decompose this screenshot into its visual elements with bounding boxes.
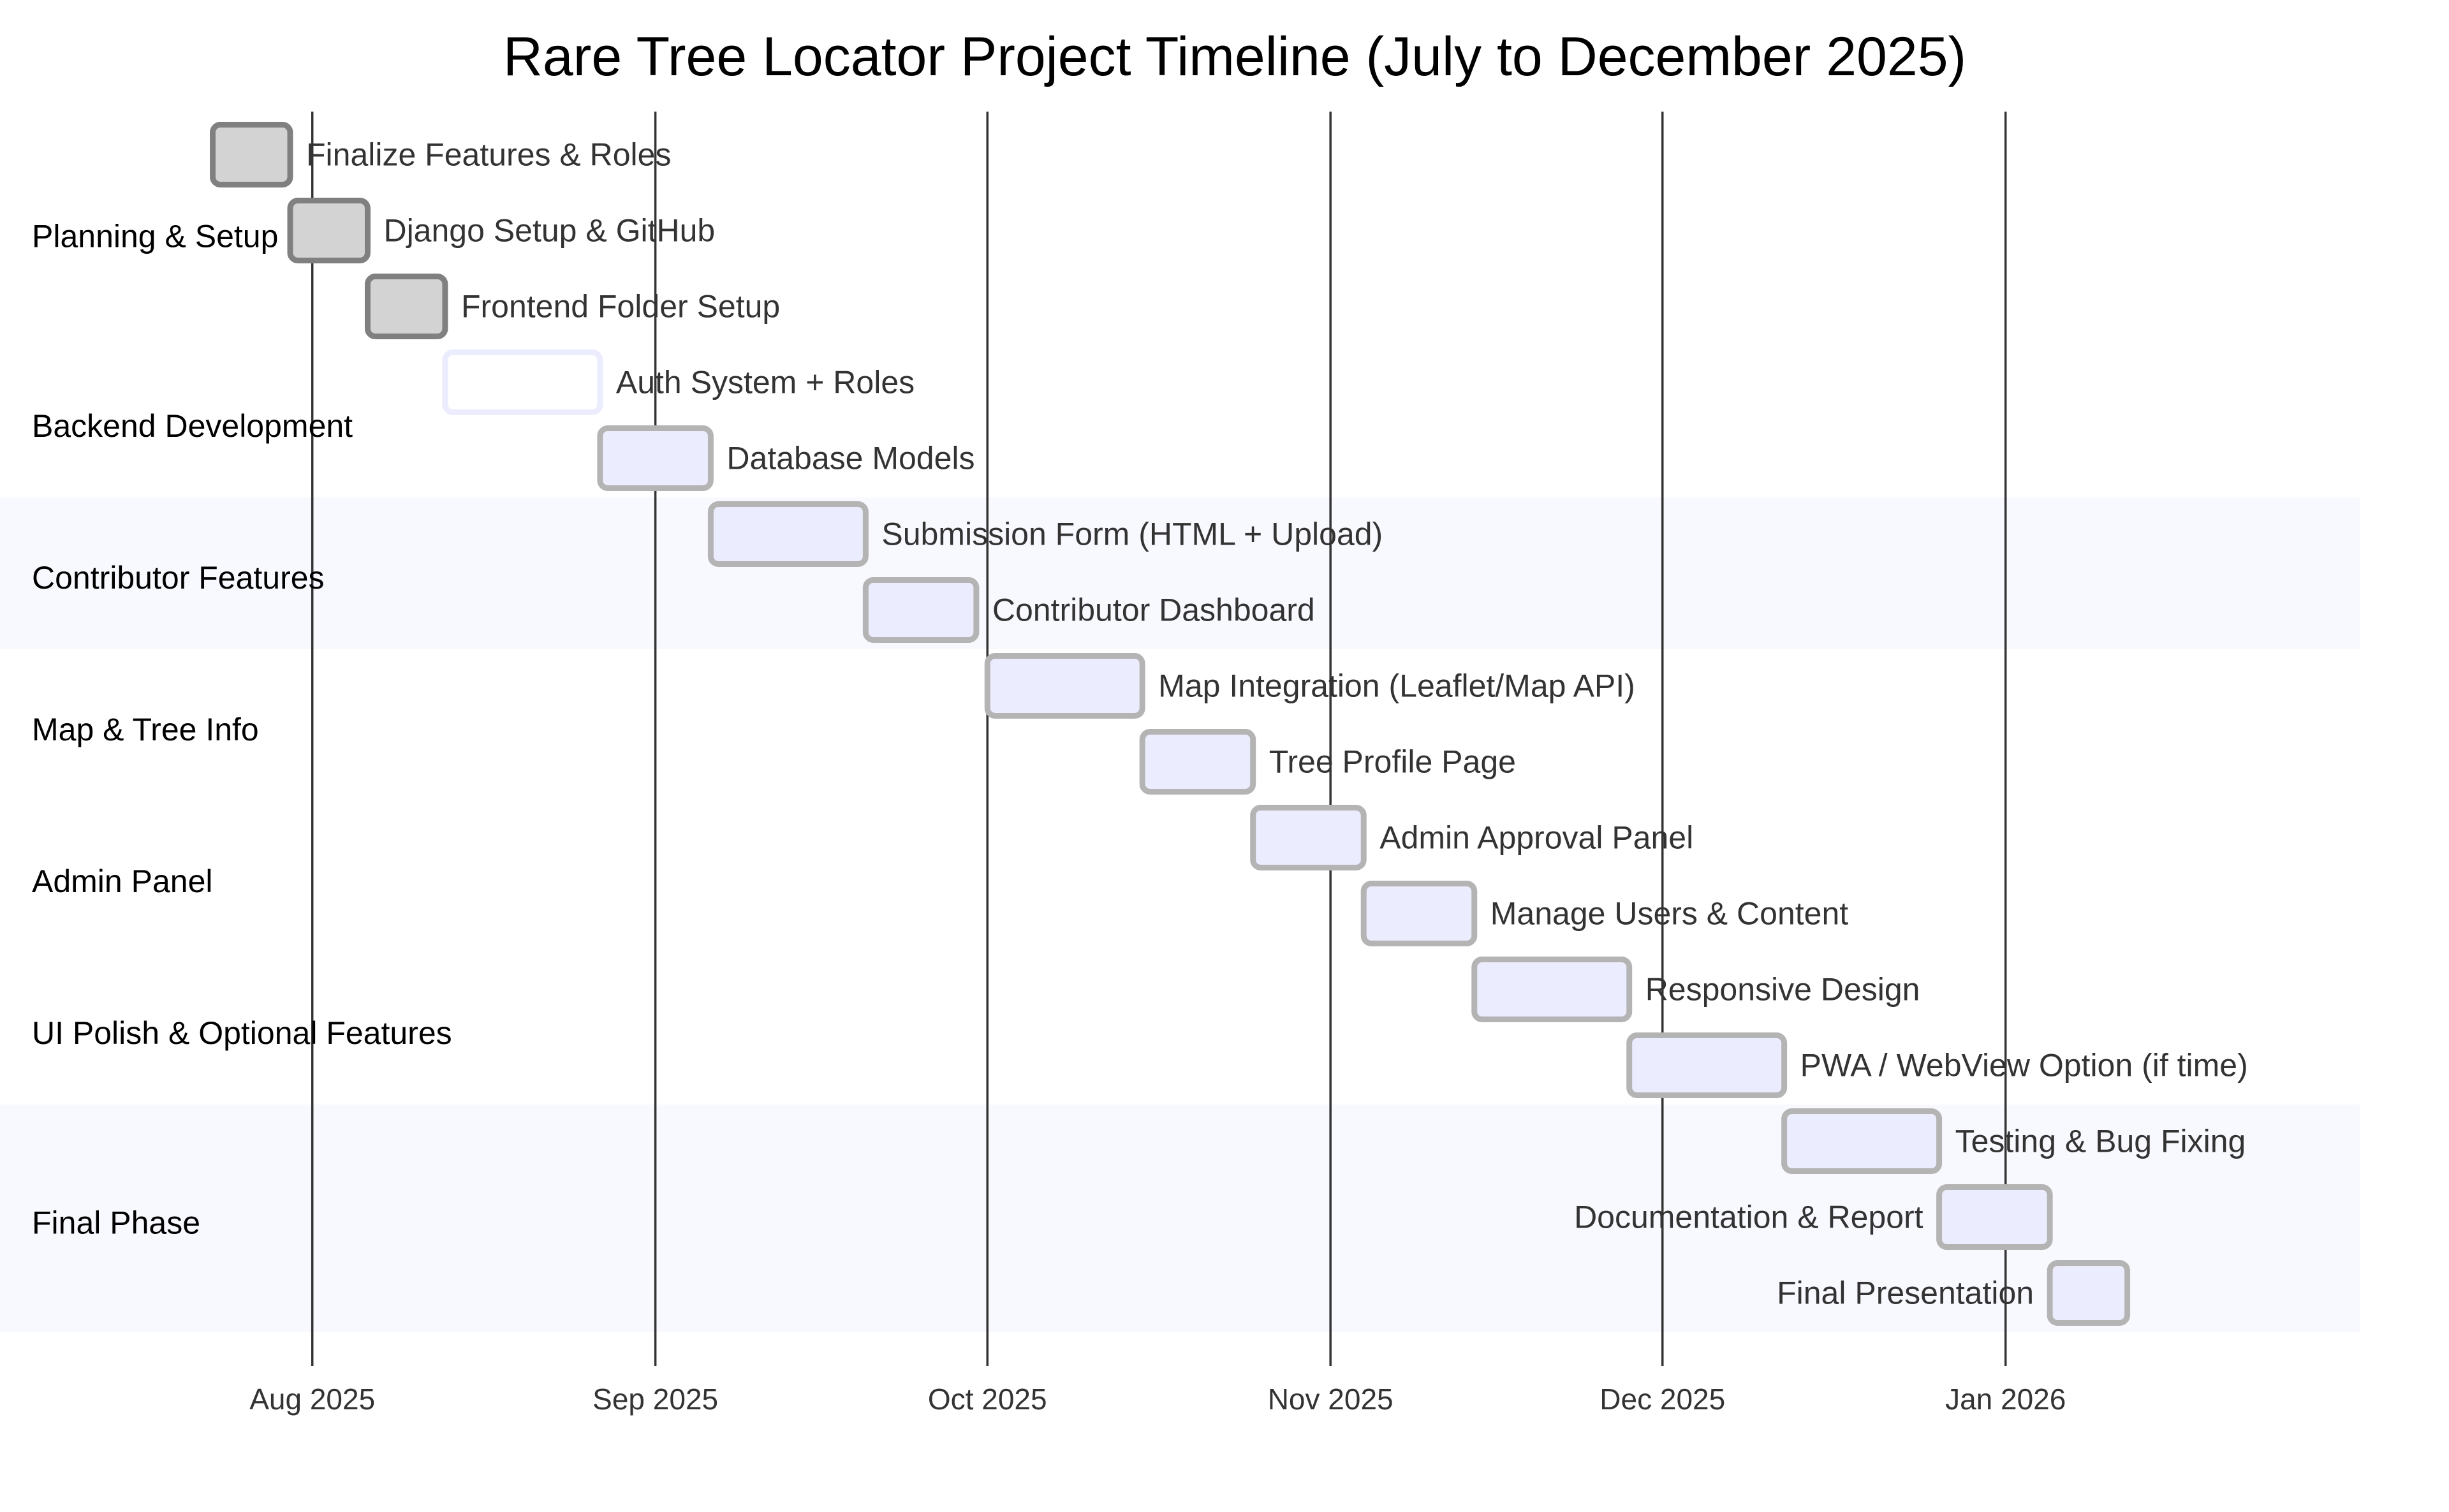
task-bar (707, 501, 869, 567)
task-label: Admin Approval Panel (1379, 820, 1693, 856)
section-label: Map & Tree Info (32, 712, 259, 747)
task-label: Auth System + Roles (616, 365, 915, 400)
section-labels: Planning & Setup Backend Development Contr… (32, 219, 452, 1241)
task-bar (1936, 1184, 2053, 1250)
tick-label: Aug 2025 (249, 1383, 375, 1416)
task-label: Documentation & Report (1574, 1200, 1923, 1235)
task-label: Django Setup & GitHub (383, 213, 715, 249)
task-bars (210, 122, 2131, 1326)
task-label: Tree Profile Page (1269, 744, 1516, 780)
task-bar (364, 274, 448, 339)
section-label: Admin Panel (32, 863, 213, 899)
task-bar (1626, 1032, 1788, 1098)
task-bar (1471, 957, 1633, 1022)
task-label: Map Integration (Leaflet/Map API) (1158, 668, 1635, 704)
task-label: Final Presentation (1777, 1275, 2034, 1311)
tick-label: Oct 2025 (928, 1383, 1047, 1416)
task-bar (984, 653, 1145, 719)
task-label: Responsive Design (1645, 972, 1920, 1008)
grid-lines (311, 112, 2007, 1366)
section-band (0, 497, 2360, 649)
section-label: UI Polish & Optional Features (32, 1015, 452, 1051)
section-label: Final Phase (32, 1205, 200, 1241)
chart-title: Rare Tree Locator Project Timeline (July… (503, 26, 1966, 87)
task-bar (1139, 729, 1256, 795)
task-label: Submission Form (HTML + Upload) (881, 517, 1383, 552)
task-bar (597, 425, 714, 491)
task-bar (1250, 805, 1367, 870)
task-bar (210, 122, 293, 187)
section-label: Planning & Setup (32, 219, 278, 254)
x-axis-ticks: Aug 2025 Sep 2025 Oct 2025 Nov 2025 Dec 2025… (249, 1383, 2066, 1416)
tick-label: Jan 2026 (1945, 1383, 2066, 1416)
task-labels: Finalize Features & Roles Django Setup & … (306, 137, 2248, 1311)
section-label: Contributor Features (32, 560, 325, 596)
task-bar (442, 349, 603, 415)
task-bar (1360, 881, 1478, 946)
task-label: PWA / WebView Option (if time) (1800, 1048, 2248, 1083)
tick-label: Nov 2025 (1268, 1383, 1394, 1416)
section-label: Backend Development (32, 408, 353, 444)
task-bar (1781, 1108, 1943, 1174)
task-label: Frontend Folder Setup (461, 289, 780, 325)
task-bar (862, 577, 980, 643)
task-label: Database Models (726, 441, 974, 476)
tick-label: Sep 2025 (592, 1383, 718, 1416)
tick-label: Dec 2025 (1600, 1383, 1725, 1416)
task-label: Manage Users & Content (1490, 896, 1849, 932)
task-label: Testing & Bug Fixing (1955, 1124, 2246, 1159)
task-bar (2047, 1260, 2131, 1326)
task-label: Finalize Features & Roles (306, 137, 671, 173)
task-bar (287, 198, 371, 263)
task-label: Contributor Dashboard (992, 592, 1315, 628)
